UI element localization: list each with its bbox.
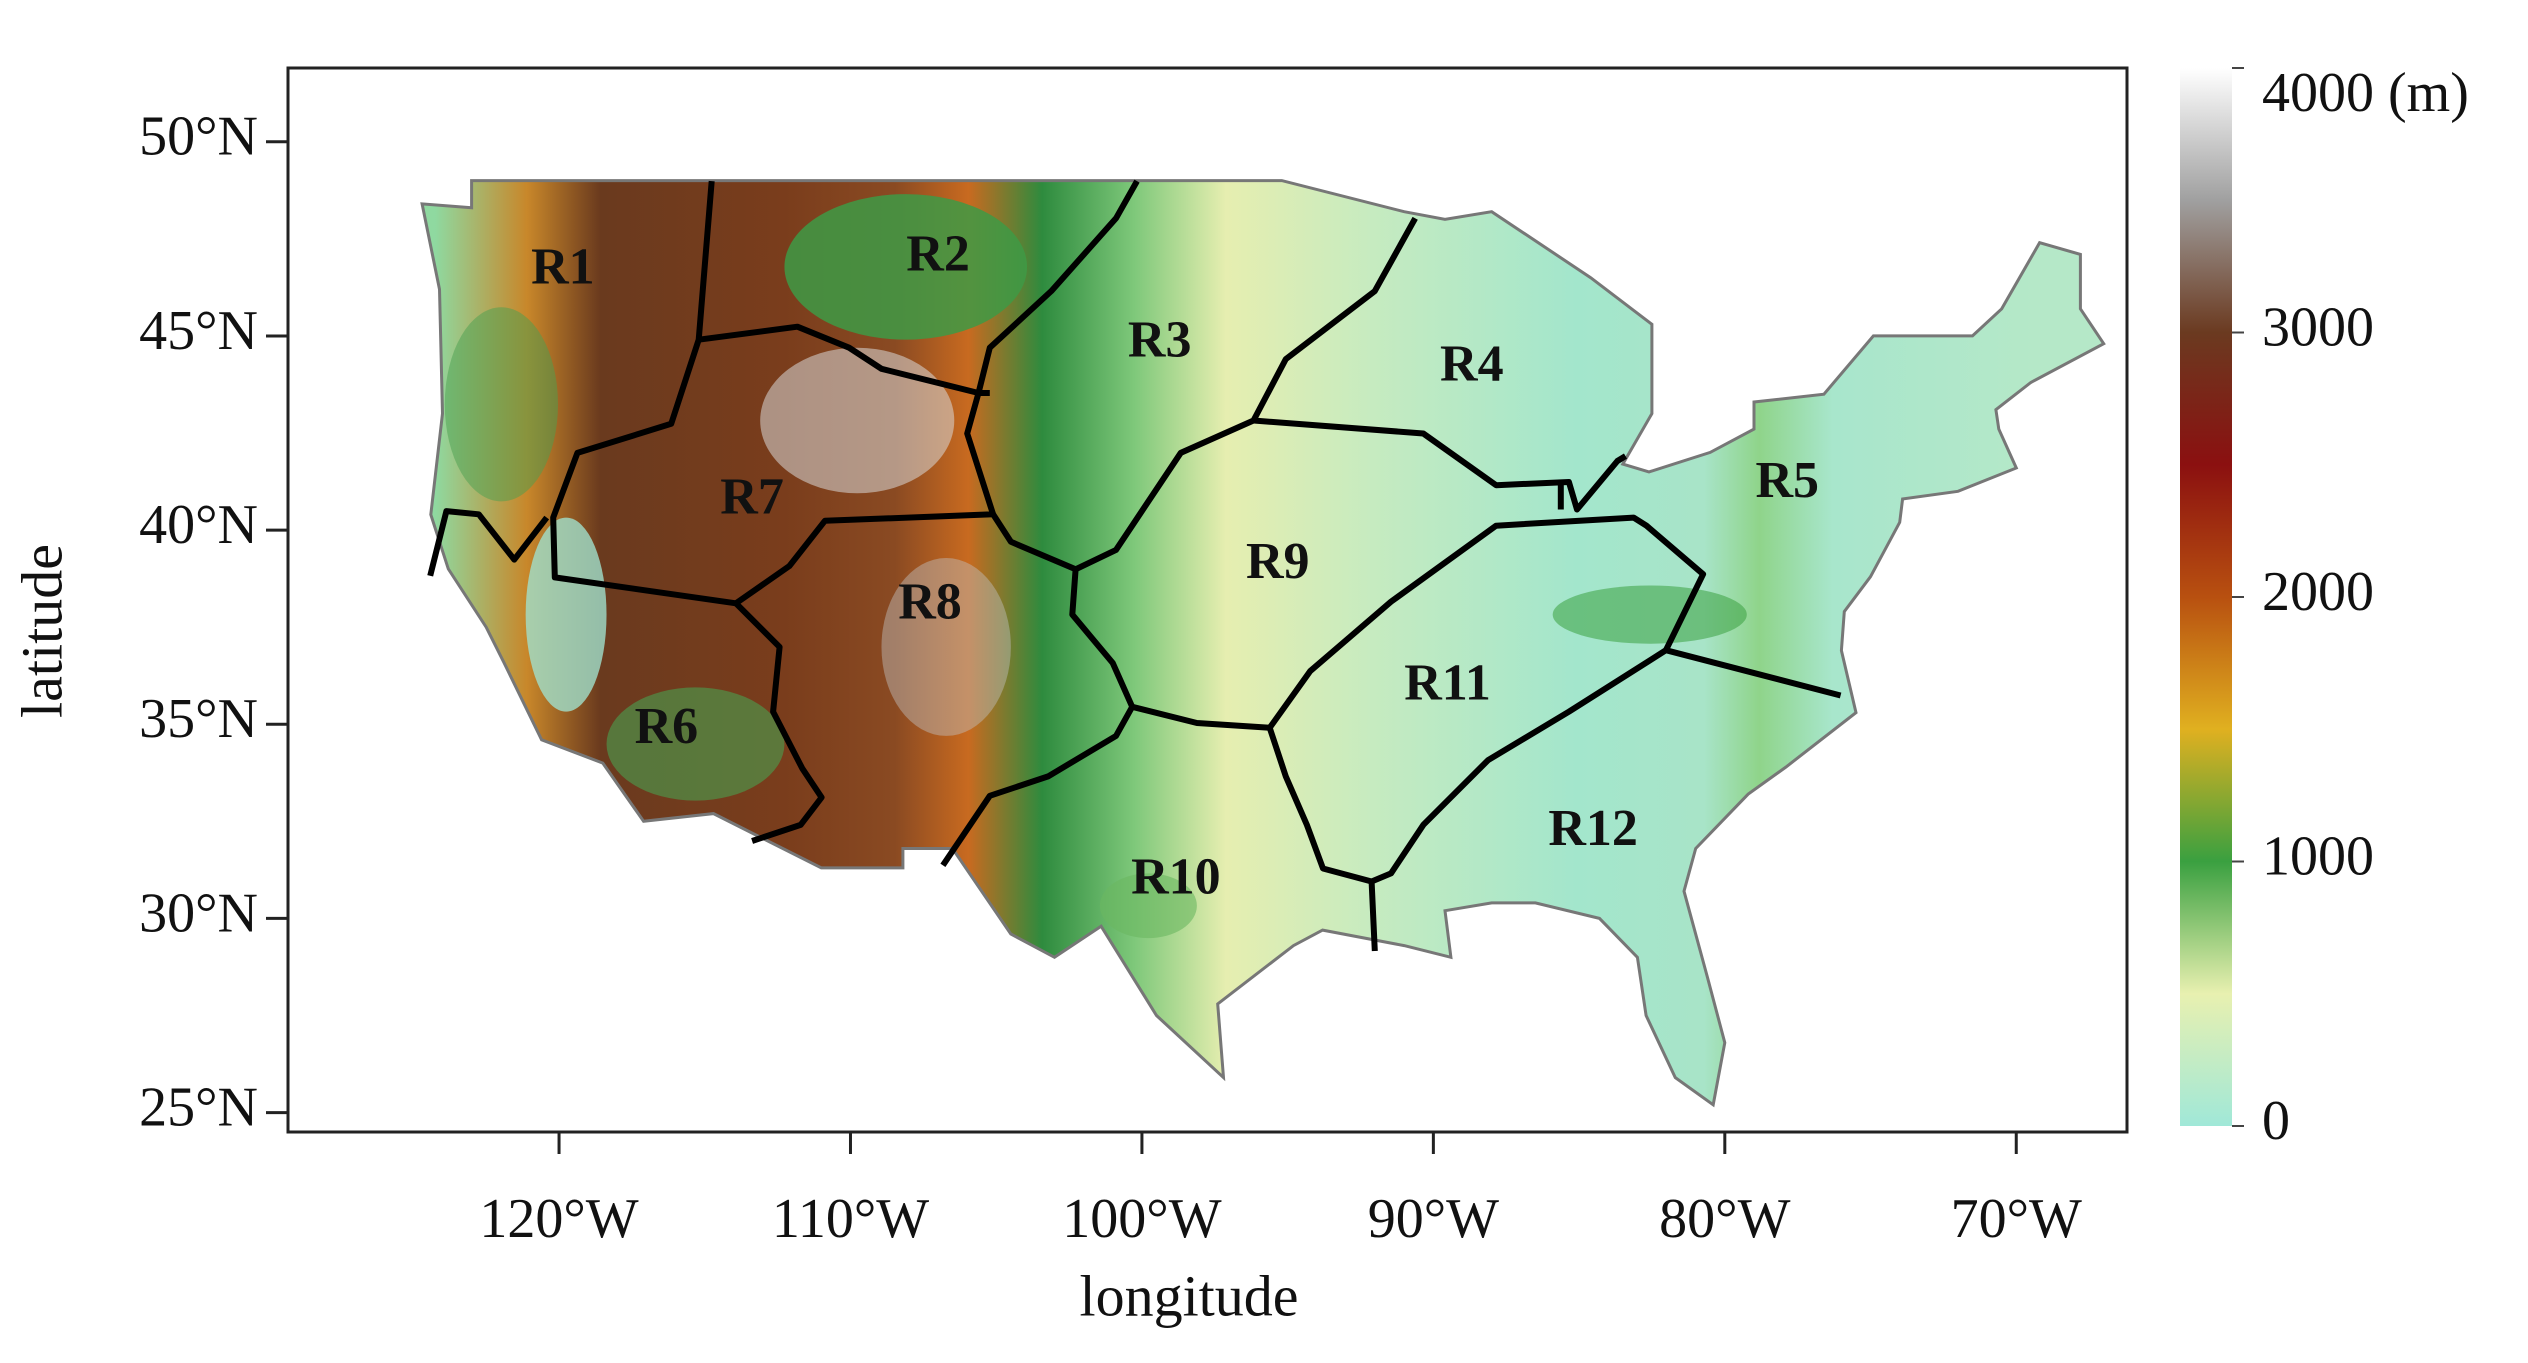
y-axis-label: latitude: [9, 544, 74, 718]
region-label: R5: [1755, 452, 1819, 509]
region-label: R9: [1246, 533, 1310, 590]
x-tick-label: 80°W: [1659, 1188, 1790, 1250]
y-tick-label: 50°N: [139, 106, 258, 168]
region-boundary: [427, 508, 550, 577]
y-tick-label: 40°N: [139, 494, 258, 556]
region-boundary: [734, 179, 1140, 606]
colorbar-tick-label: 3000: [2262, 296, 2374, 358]
terrain-patch: [525, 517, 607, 712]
terrain-patch: [444, 307, 559, 502]
terrain-patch: [1099, 873, 1197, 939]
terrain-patch: [881, 558, 1011, 736]
region-boundary: [1131, 514, 1842, 731]
region-boundary: [940, 512, 1136, 867]
terrain-patch: [1552, 585, 1747, 644]
region-boundaries: [427, 179, 1842, 952]
region-label: R3: [1128, 311, 1192, 368]
region-boundary: [1253, 417, 1628, 513]
x-axis-label: longitude: [1079, 1263, 1298, 1328]
region-label: R7: [720, 468, 784, 525]
region-label: R2: [906, 226, 970, 283]
x-tick-label: 90°W: [1368, 1188, 1499, 1250]
colorbar-tick-label: 0: [2262, 1090, 2290, 1152]
x-tick-label: 100°W: [1062, 1188, 1221, 1250]
y-tick-label: 25°N: [139, 1076, 258, 1138]
colorbar-tick-label: 4000 (m): [2262, 62, 2469, 124]
terrain-patch: [606, 687, 785, 801]
region-label: R1: [531, 239, 595, 296]
y-tick-label: 30°N: [139, 882, 258, 944]
x-tick-label: 70°W: [1951, 1188, 2082, 1250]
colorbar-tick-label: 2000: [2262, 561, 2374, 623]
region-label: R4: [1440, 336, 1504, 393]
region-boundary: [733, 601, 825, 844]
x-tick-label: 120°W: [479, 1188, 638, 1250]
y-tick-label: 35°N: [139, 688, 258, 750]
region-boundary: [1266, 726, 1373, 885]
y-tick-label: 45°N: [139, 300, 258, 362]
colorbar: [2180, 68, 2232, 1126]
terrain-patch: [784, 194, 1028, 340]
terrain-patch: [760, 347, 955, 494]
region-label: R10: [1131, 848, 1221, 905]
x-tick-label: 110°W: [772, 1188, 929, 1250]
us-outline: [420, 179, 2106, 1108]
colorbar-tick-label: 1000: [2262, 825, 2374, 887]
region-label: R12: [1548, 800, 1638, 857]
region-label: R6: [635, 698, 699, 755]
region-label: R11: [1404, 654, 1491, 711]
region-label: R8: [898, 573, 962, 630]
